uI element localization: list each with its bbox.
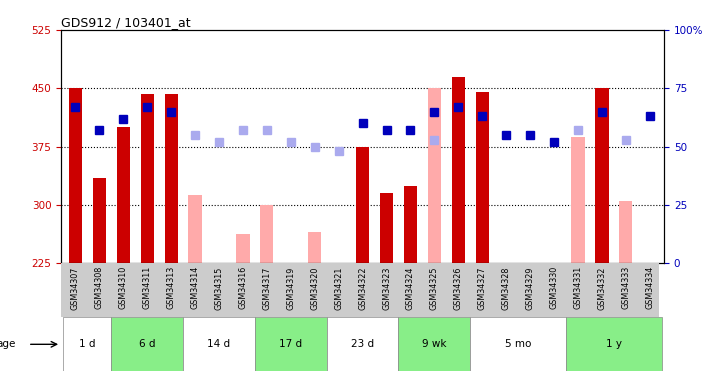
Text: GSM34331: GSM34331 (574, 266, 582, 309)
Text: GSM34317: GSM34317 (262, 266, 271, 309)
Bar (470, 317, 566, 371)
Bar (475, 92, 489, 264)
Text: 17 d: 17 d (279, 339, 302, 349)
Bar (141, 94, 154, 264)
Text: GSM34332: GSM34332 (597, 266, 607, 309)
Text: GSM34315: GSM34315 (215, 266, 223, 309)
Text: GDS912 / 103401_at: GDS912 / 103401_at (61, 16, 191, 29)
Text: GSM34308: GSM34308 (95, 266, 104, 309)
Bar (327, 317, 398, 371)
Text: 5 mo: 5 mo (505, 339, 531, 349)
Text: GSM34323: GSM34323 (382, 266, 391, 309)
Bar (595, 88, 609, 264)
Text: age: age (0, 339, 16, 349)
Bar (398, 317, 470, 371)
Text: GSM34327: GSM34327 (477, 266, 487, 310)
Bar (255, 317, 327, 371)
Bar (164, 94, 178, 264)
Text: GSM34313: GSM34313 (167, 266, 176, 309)
Bar (260, 205, 274, 264)
Text: GSM34329: GSM34329 (526, 266, 535, 310)
Text: GSM34322: GSM34322 (358, 266, 367, 310)
Text: 9 wk: 9 wk (422, 339, 447, 349)
Bar (404, 186, 417, 264)
Bar (69, 88, 82, 264)
Text: 14 d: 14 d (208, 339, 230, 349)
Bar (111, 317, 183, 371)
Bar (188, 195, 202, 264)
Bar (63, 317, 111, 371)
Bar (236, 234, 250, 264)
Text: GSM34320: GSM34320 (310, 266, 320, 309)
Bar (619, 201, 633, 264)
Bar (566, 317, 662, 371)
Text: GSM34311: GSM34311 (143, 266, 151, 309)
Text: 1 y: 1 y (606, 339, 622, 349)
Bar (308, 232, 322, 264)
Text: 1 d: 1 d (79, 339, 95, 349)
Text: GSM34326: GSM34326 (454, 266, 463, 309)
Text: GSM34319: GSM34319 (286, 266, 295, 309)
Bar (380, 194, 393, 264)
Text: GSM34334: GSM34334 (645, 266, 654, 309)
Text: 6 d: 6 d (139, 339, 155, 349)
Text: GSM34316: GSM34316 (238, 266, 248, 309)
Text: GSM34314: GSM34314 (190, 266, 200, 309)
Text: GSM34330: GSM34330 (549, 266, 559, 309)
Bar (183, 317, 255, 371)
Text: GSM34328: GSM34328 (502, 266, 510, 309)
Bar (356, 147, 369, 264)
Text: 23 d: 23 d (351, 339, 374, 349)
Bar (428, 88, 441, 264)
Bar (116, 127, 130, 264)
Text: GSM34324: GSM34324 (406, 266, 415, 309)
Text: GSM34333: GSM34333 (621, 266, 630, 309)
Bar (93, 178, 106, 264)
Bar (452, 77, 465, 264)
Text: GSM34321: GSM34321 (334, 266, 343, 309)
Text: GSM34325: GSM34325 (430, 266, 439, 310)
Text: GSM34307: GSM34307 (71, 266, 80, 309)
Text: GSM34310: GSM34310 (118, 266, 128, 309)
Bar (572, 136, 584, 264)
